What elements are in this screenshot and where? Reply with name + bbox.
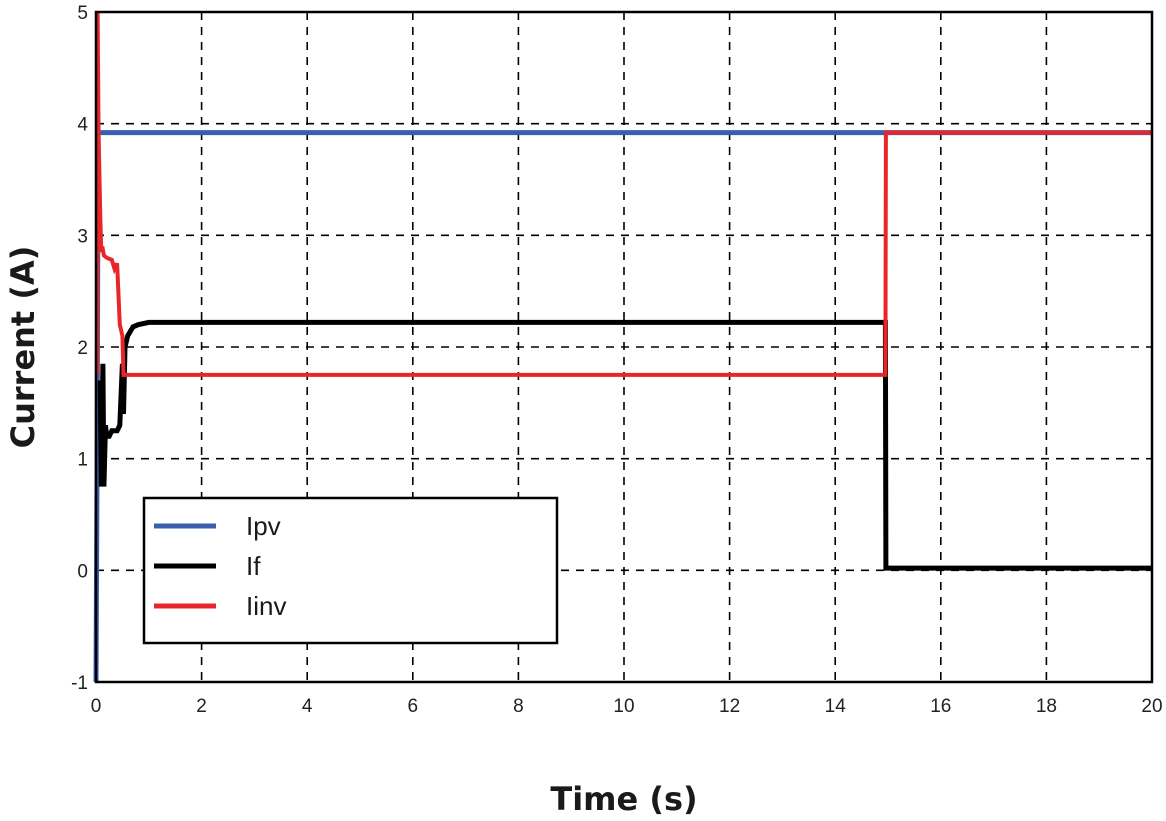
x-tick-label: 8 [513, 696, 524, 717]
y-axis-title: Current (A) [4, 246, 42, 449]
grid-lines [96, 12, 1152, 682]
plot-frame [94, 10, 1154, 684]
x-axis-title: Time (s) [550, 780, 697, 818]
y-tick-label: 3 [77, 226, 88, 247]
x-tick-label: 2 [196, 696, 207, 717]
x-tick-label: 4 [302, 696, 313, 717]
x-tick-label: 12 [719, 696, 740, 717]
legend-label: Iinv [246, 591, 286, 621]
x-tick-label: 10 [613, 696, 634, 717]
legend-label: Ipv [246, 511, 281, 541]
series-line-if [97, 319, 1152, 571]
y-tick-label: 0 [77, 561, 88, 582]
y-tick-label: 2 [77, 338, 88, 359]
x-tick-label: 20 [1141, 696, 1162, 717]
y-tick-labels: -1 0 1 2 3 4 5 [71, 3, 88, 694]
y-tick-label: -1 [71, 673, 88, 694]
x-tick-label: 18 [1036, 696, 1057, 717]
legend-label: If [246, 551, 261, 581]
y-tick-label: 1 [77, 450, 88, 471]
series-line-iinv [95, 11, 1152, 377]
x-tick-label: 16 [930, 696, 951, 717]
legend-box [142, 496, 559, 645]
x-tick-label: 14 [825, 696, 847, 717]
x-tick-labels: 0 2 4 6 8 10 12 14 16 18 20 [91, 696, 1163, 717]
y-tick-label: 5 [77, 3, 88, 24]
x-tick-label: 6 [408, 696, 419, 717]
legend: Ipv If Iinv [142, 496, 559, 645]
y-tick-label: 4 [77, 115, 88, 136]
x-tick-label: 0 [91, 696, 102, 717]
